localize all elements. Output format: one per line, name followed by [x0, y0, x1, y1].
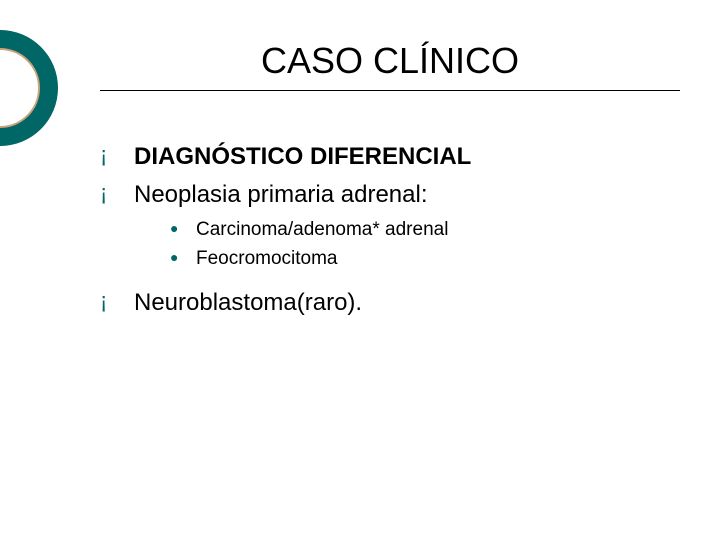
list-item: ¡ DIAGNÓSTICO DIFERENCIAL: [100, 140, 660, 174]
list-item-text: Neuroblastoma(raro).: [134, 286, 362, 320]
list-item: ● Carcinoma/adenoma* adrenal: [170, 217, 660, 244]
list-item-text: Feocromocitoma: [196, 246, 338, 273]
title-block: CASO CLÍNICO: [100, 40, 680, 91]
bullet-icon: ¡: [100, 286, 134, 320]
bullet-icon: ¡: [100, 140, 134, 174]
list-item-text: Carcinoma/adenoma* adrenal: [196, 217, 448, 244]
list-item: ¡ Neuroblastoma(raro).: [100, 286, 660, 320]
slide-title: CASO CLÍNICO: [100, 40, 680, 88]
sub-list: ● Carcinoma/adenoma* adrenal ● Feocromoc…: [170, 217, 660, 272]
list-item-text: DIAGNÓSTICO DIFERENCIAL: [134, 140, 471, 174]
bullet-icon: ●: [170, 217, 196, 244]
bullet-icon: ¡: [100, 178, 134, 212]
list-item-text: Neoplasia primaria adrenal:: [134, 178, 427, 212]
list-item: ¡ Neoplasia primaria adrenal:: [100, 178, 660, 212]
list-item: ● Feocromocitoma: [170, 246, 660, 273]
bullet-icon: ●: [170, 246, 196, 273]
content-area: ¡ DIAGNÓSTICO DIFERENCIAL ¡ Neoplasia pr…: [100, 140, 660, 324]
title-underline: [100, 90, 680, 91]
